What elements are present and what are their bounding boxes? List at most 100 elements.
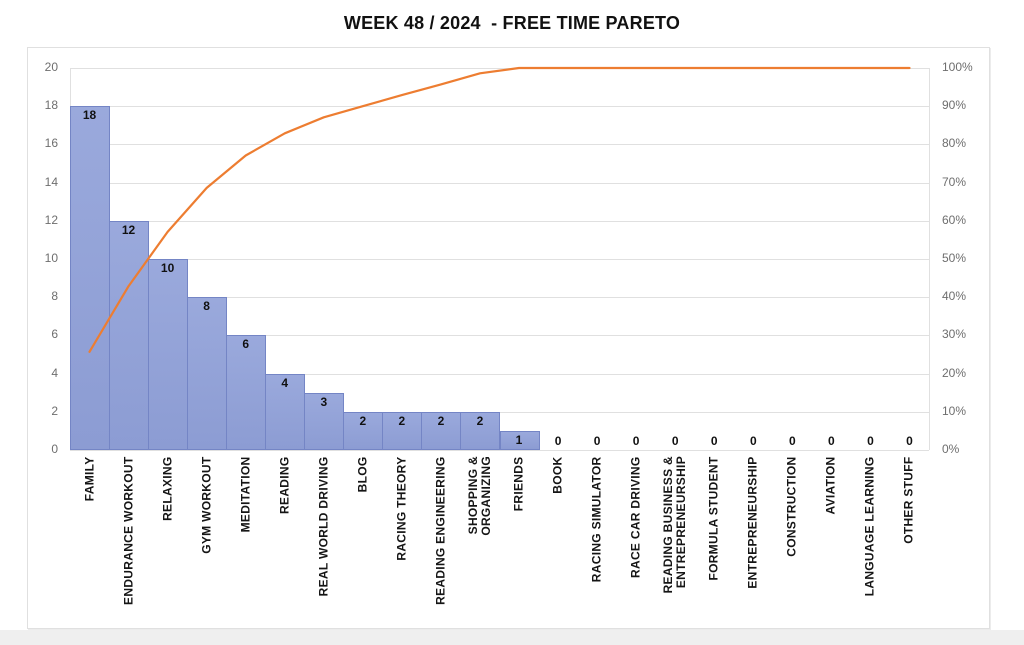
bar-value-label: 8 — [203, 299, 210, 314]
chart-container[interactable]: 18 12 10 8 6 4 3 2 2 2 2 1 0 0 0 0 0 0 0 0 0 0 0 2 4 6 8 10 12 14 16 1… — [27, 47, 990, 629]
x-axis-category-label-racing-theory: RACING THEORY — [394, 456, 409, 626]
x-axis-category-label-real-world-driving: REAL WORLD DRIVING — [316, 456, 331, 626]
bar-shopping-organizing — [460, 411, 501, 450]
x-axis-category-label-line: READING — [277, 456, 292, 514]
x-axis-category-label-gym-workout: GYM WORKOUT — [199, 456, 213, 626]
bar-value-label: 0 — [749, 434, 757, 448]
bar-value-label: 1 — [515, 432, 523, 447]
bar-endurance-workout — [109, 220, 150, 450]
right-percent-axis: 0% 10% 20% 30% 40% 50% 60% 70% 80% 90% 100% — [28, 48, 989, 628]
gridline — [70, 144, 929, 146]
x-axis-category-label-relaxing: RELAXING — [160, 456, 175, 626]
bar-value-label: 2 — [359, 413, 367, 428]
right-axis-line — [929, 68, 930, 450]
bar-value-label: 0 — [710, 434, 718, 448]
gridline — [70, 335, 929, 337]
bars-layer — [28, 48, 989, 628]
percent-axis-tick-label: 100% — [942, 60, 973, 74]
x-axis-category-label-blog: BLOG — [355, 456, 370, 626]
bar-value-label: 2 — [398, 413, 406, 428]
gridline — [70, 373, 929, 375]
bar-value-label: 0 — [906, 434, 913, 448]
bar-value-label: 2 — [476, 413, 484, 428]
bar-value-label: 0 — [867, 434, 874, 448]
bar-value-label: 2 — [437, 413, 445, 428]
x-axis-category-label-line: LANGUAGE LEARNING — [862, 456, 877, 596]
percent-axis-tick-label: 30% — [942, 327, 967, 342]
percent-axis-tick-label: 0% — [942, 442, 960, 456]
x-axis-category-label-line: RELAXING — [160, 456, 175, 521]
category-axis: FAMILY ENDURANCE WORKOUT RELAXING GYM WORKO… — [28, 48, 989, 628]
x-axis-category-label-line: FORMULA STUDENT — [706, 456, 721, 581]
x-axis-category-label-construction: CONSTRUCTION — [784, 456, 799, 626]
bar-family — [70, 106, 111, 450]
x-axis-category-label-line: RACE CAR DRIVING — [628, 456, 643, 578]
x-axis-category-label-racing-simulator: RACING SIMULATOR — [589, 456, 604, 626]
y-axis-tick-label: 18 — [44, 98, 58, 113]
bar-value-label: 12 — [121, 222, 136, 237]
gridline — [70, 106, 929, 108]
page-bottom-margin — [0, 630, 1024, 645]
gridline — [70, 297, 929, 299]
bar-friends — [499, 430, 540, 450]
x-axis-category-label-line: FAMILY — [82, 456, 97, 501]
x-axis-category-label-meditation: MEDITATION — [238, 456, 252, 626]
bar-racing-theory — [382, 411, 423, 450]
bar-real-world-driving — [304, 392, 345, 450]
x-axis-category-label-line: ORGANIZING — [478, 456, 493, 536]
x-axis-category-label-language-learning: LANGUAGE LEARNING — [862, 456, 877, 626]
y-axis-tick-label: 2 — [51, 403, 58, 418]
bar-reading — [265, 373, 306, 450]
x-axis-category-label-line: BLOG — [355, 456, 370, 492]
x-axis-category-label-aviation: AVIATION — [824, 456, 838, 626]
x-axis-category-label-line: OTHER STUFF — [901, 456, 916, 544]
gridline — [70, 220, 929, 222]
x-axis-category-label-reading-business-entrepreneurship: READING BUSINESS & ENTREPRENEURSHIP — [661, 456, 688, 626]
bar-value-label: 0 — [554, 434, 562, 448]
y-axis-tick-label: 16 — [44, 136, 58, 151]
x-axis-category-label-line: READING ENGINEERING — [433, 456, 448, 605]
x-axis-category-label-shopping-organizing: SHOPPING & ORGANIZING — [466, 456, 493, 626]
x-axis-category-label-line: BOOK — [550, 456, 565, 494]
x-axis-category-label-reading: READING — [277, 456, 292, 626]
bar-value-label: 3 — [320, 394, 328, 409]
x-axis-category-label-other-stuff: OTHER STUFF — [901, 456, 916, 626]
bar-gym-workout — [187, 297, 228, 450]
percent-axis-tick-label: 80% — [942, 136, 967, 151]
gridline — [70, 450, 929, 451]
percent-axis-tick-label: 50% — [942, 251, 967, 265]
x-axis-category-label-line: REAL WORLD DRIVING — [316, 456, 331, 596]
bar-value-label: 6 — [242, 337, 250, 352]
x-axis-category-label-entrepreneurship: ENTREPRENEURSHIP — [745, 456, 760, 626]
bar-value-label: 0 — [828, 434, 835, 448]
x-axis-category-label-line: RACING THEORY — [394, 456, 409, 561]
y-axis-tick-label: 0 — [51, 442, 58, 456]
x-axis-category-label-race-car-driving: RACE CAR DRIVING — [628, 456, 643, 626]
gridline — [70, 259, 929, 260]
x-axis-category-label-family: FAMILY — [82, 456, 97, 626]
percent-axis-tick-label: 60% — [942, 212, 967, 227]
y-axis-tick-label: 6 — [51, 327, 58, 342]
data-labels-layer: 18 12 10 8 6 4 3 2 2 2 2 1 0 0 0 0 0 0 0 0 0 0 — [28, 48, 989, 628]
bar-value-label: 0 — [671, 434, 679, 448]
x-axis-category-label-book: BOOK — [550, 456, 565, 626]
bar-value-label: 4 — [281, 375, 289, 390]
percent-axis-tick-label: 20% — [942, 365, 967, 380]
x-axis-category-label-line: ENTREPRENEURSHIP — [745, 456, 760, 589]
x-axis-category-label-line: FRIENDS — [511, 456, 526, 511]
chart-title: WEEK 48 / 2024 - FREE TIME PARETO — [343, 13, 681, 33]
x-axis-category-label-endurance-workout: ENDURANCE WORKOUT — [121, 456, 135, 626]
bar-blog — [343, 411, 384, 450]
x-axis-category-label-line: RACING SIMULATOR — [589, 456, 604, 582]
cumulative-line-layer — [28, 48, 989, 628]
y-axis-tick-label: 14 — [44, 174, 58, 189]
gridline — [70, 68, 929, 69]
x-axis-category-label-line: CONSTRUCTION — [784, 456, 799, 557]
y-axis-tick-label: 8 — [51, 289, 58, 304]
percent-axis-tick-label: 40% — [942, 289, 967, 304]
y-axis-tick-label: 20 — [44, 60, 58, 74]
percent-axis-tick-label: 70% — [942, 174, 967, 189]
y-axis-tick-label: 12 — [44, 212, 58, 227]
x-axis-category-label-reading-engineering: READING ENGINEERING — [433, 456, 448, 626]
gridline — [70, 182, 929, 184]
